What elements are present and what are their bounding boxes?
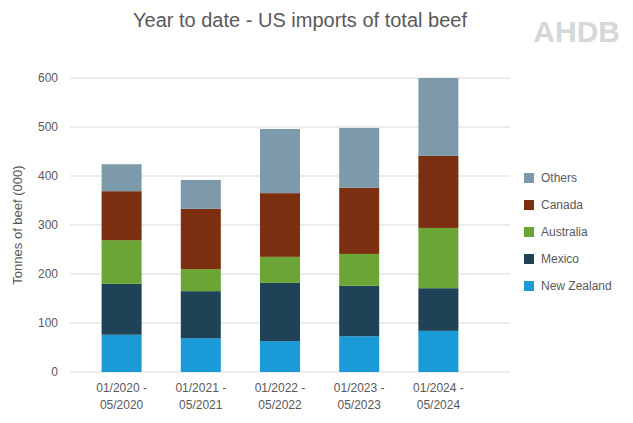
bar-segment bbox=[339, 128, 379, 188]
x-tick-label: 01/2021 -05/2021 bbox=[175, 381, 226, 412]
logo: AHDB bbox=[533, 15, 620, 48]
y-tick-label: 500 bbox=[38, 120, 58, 134]
bar-segment bbox=[102, 284, 142, 335]
bar-segment bbox=[102, 164, 142, 191]
legend-swatch bbox=[524, 200, 534, 210]
bar-segment bbox=[260, 283, 300, 341]
x-tick-label: 01/2023 -05/2023 bbox=[334, 381, 385, 412]
bar-segment bbox=[339, 188, 379, 254]
x-tick-label: 01/2020 -05/2020 bbox=[96, 381, 147, 412]
bar-segment bbox=[339, 254, 379, 286]
bar-segment bbox=[418, 156, 458, 228]
legend-swatch bbox=[524, 281, 534, 291]
legend-label: Australia bbox=[541, 225, 588, 239]
bar-segment bbox=[260, 193, 300, 257]
bar-segment bbox=[418, 228, 458, 288]
bar-segment bbox=[418, 288, 458, 331]
legend-label: Others bbox=[541, 171, 577, 185]
y-tick-label: 400 bbox=[38, 169, 58, 183]
bar-segment bbox=[260, 129, 300, 193]
bar-segment bbox=[181, 209, 221, 269]
bar-segment bbox=[102, 191, 142, 240]
bar-segment bbox=[418, 78, 458, 156]
chart: Year to date - US imports of total beef A… bbox=[0, 0, 633, 423]
y-tick-label: 200 bbox=[38, 267, 58, 281]
legend-label: Canada bbox=[541, 198, 583, 212]
legend-swatch bbox=[524, 173, 534, 183]
bars bbox=[102, 78, 459, 372]
x-tick-label: 01/2024 -05/2024 bbox=[413, 381, 464, 412]
x-tick-label: 01/2022 -05/2022 bbox=[255, 381, 306, 412]
legend-swatch bbox=[524, 227, 534, 237]
bar-segment bbox=[181, 269, 221, 291]
title: Year to date - US imports of total beef bbox=[133, 9, 467, 31]
bar-segment bbox=[260, 341, 300, 372]
legend-label: New Zealand bbox=[541, 279, 612, 293]
bar-segment bbox=[339, 336, 379, 372]
y-tick-label: 0 bbox=[51, 365, 58, 379]
bar-segment bbox=[418, 331, 458, 372]
legend-swatch bbox=[524, 254, 534, 264]
y-tick-label: 600 bbox=[38, 71, 58, 85]
bar-segment bbox=[339, 286, 379, 336]
y-tick-label: 300 bbox=[38, 218, 58, 232]
y-axis-label: Tonnes of beef (000) bbox=[10, 165, 25, 284]
bar-segment bbox=[260, 257, 300, 283]
bar-segment bbox=[181, 338, 221, 372]
bar-segment bbox=[102, 240, 142, 284]
bar-segment bbox=[102, 335, 142, 372]
legend-label: Mexico bbox=[541, 252, 579, 266]
y-tick-label: 100 bbox=[38, 316, 58, 330]
bar-segment bbox=[181, 180, 221, 209]
bar-segment bbox=[181, 291, 221, 338]
